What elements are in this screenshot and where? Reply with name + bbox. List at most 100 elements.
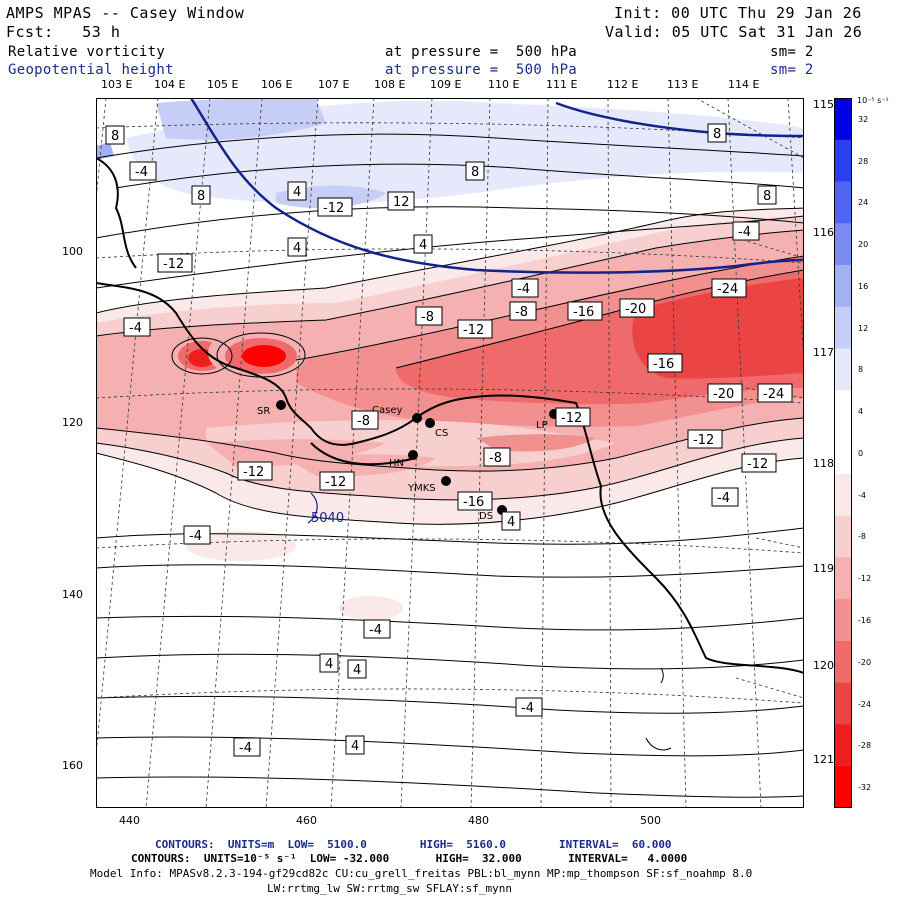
lon-label: 108 E (374, 78, 406, 91)
field2-name: Geopotential height (8, 62, 174, 78)
field2-smoothing: sm= 2 (770, 62, 814, 78)
colorbar-label: 32 (858, 114, 869, 124)
lon-label: 114 E (728, 78, 760, 91)
contour-label: -4 (129, 321, 142, 336)
lon-label: 107 E (318, 78, 350, 91)
negative-vorticity-area (206, 439, 386, 467)
lon-label: 113 E (667, 78, 699, 91)
contour-label-box (567, 301, 603, 321)
x-axis-label: 500 (640, 814, 661, 827)
contour-label: -16 (463, 495, 484, 510)
lon-label: 112 E (607, 78, 639, 91)
contour-label: 12 (393, 195, 410, 210)
coastline (96, 157, 137, 269)
colorbar-cell (834, 181, 852, 224)
contour-label: -12 (163, 257, 184, 272)
contour-label-box (509, 301, 537, 321)
contour-label-box (123, 317, 151, 337)
station-label: LP (536, 420, 548, 431)
init-time: Init: 00 UTC Thu 29 Jan 26 (614, 4, 862, 22)
y-axis-label: 160 (62, 759, 83, 772)
field1-smoothing: sm= 2 (770, 44, 814, 60)
coastline (96, 282, 804, 674)
lon-label: 110 E (488, 78, 520, 91)
contour-label-box (415, 306, 443, 326)
colorbar-cell (834, 640, 852, 684)
lon-label: 106 E (261, 78, 293, 91)
contour-label-box (237, 461, 273, 481)
y-axis-label: 100 (62, 245, 83, 258)
contour-label-box (351, 410, 379, 430)
negative-vorticity-area (286, 454, 436, 477)
colorbar-label: -12 (858, 574, 872, 584)
x-axis-label: 480 (468, 814, 489, 827)
contour-label-box (757, 185, 777, 205)
contour-label-box (457, 491, 493, 511)
contour-label: 4 (419, 238, 427, 253)
contour-label-box (319, 653, 339, 673)
colorbar-label: -32 (858, 783, 872, 792)
colorbar-label: 0 (858, 448, 864, 458)
contour-label: 8 (763, 189, 771, 204)
contour-label: -12 (693, 433, 714, 448)
station-label: SR (257, 406, 270, 417)
footer-height-contours: CONTOURS: UNITS=m LOW= 5100.0 HIGH= 5160… (155, 838, 672, 851)
contour-label-box (457, 319, 493, 339)
colorbar-label: 8 (858, 365, 864, 375)
contour-label-box (413, 234, 433, 254)
y-axis-label: 120 (62, 416, 83, 429)
footer-model-info-cont: LW:rrtmg_lw SW:rrtmg_sw SFLAY:sf_mynn (267, 882, 513, 895)
colorbar-cell (834, 557, 852, 600)
station-label: YMKS (407, 483, 436, 494)
contour-label-box (183, 525, 211, 545)
colorbar-label: 16 (858, 281, 869, 291)
station-marker-ymks (441, 476, 451, 486)
height-contour (307, 492, 318, 524)
contour-label: -4 (369, 623, 382, 638)
contour-label-box (363, 619, 391, 639)
contour-label: -8 (515, 305, 528, 320)
contour-label: -4 (521, 701, 534, 716)
colorbar-cell (834, 432, 852, 475)
colorbar-label: -8 (858, 532, 866, 542)
negative-vorticity-area (186, 531, 296, 561)
station-marker-cs (425, 418, 435, 428)
footer-model-info: Model Info: MPASv8.2.3-194-gf29cd82c CU:… (90, 867, 753, 880)
contour-label: -4 (517, 282, 530, 297)
vorticity-map: SR Casey CS LP HN YMKS DS 5040 8 -4 8 4 -12 8… (96, 98, 804, 808)
contour-label-box (105, 125, 125, 145)
colorbar-label: 12 (858, 323, 869, 333)
contour-label-box (319, 471, 355, 491)
contour-label-box (757, 383, 793, 403)
vorticity-core (242, 345, 286, 367)
colorbar-label: -16 (858, 615, 872, 625)
contour-label-box (707, 383, 743, 403)
contour-label: -24 (763, 387, 784, 402)
contour-label: -12 (323, 201, 344, 216)
colorbar-cell (834, 98, 852, 141)
colorbar-label: -4 (858, 490, 866, 500)
contour-label-box (317, 197, 353, 217)
contour-label-box (707, 123, 727, 143)
field1-name: Relative vorticity (8, 44, 166, 60)
contour-label-box (287, 181, 307, 201)
contour-label-box (501, 511, 521, 531)
contour-label-box (191, 185, 211, 205)
station-label: HN (389, 458, 404, 469)
contour-label: -4 (717, 491, 730, 506)
lon-label: 103 E (101, 78, 133, 91)
negative-vorticity-area (632, 278, 804, 379)
contour-label-box (711, 487, 739, 507)
contour-label: 4 (353, 663, 361, 678)
colorbar-cell (834, 223, 852, 266)
contour-label: -16 (573, 305, 594, 320)
height-contour (189, 98, 804, 274)
colorbar-cell (834, 724, 852, 767)
contour-label: -8 (489, 451, 502, 466)
contour-label: -4 (189, 529, 202, 544)
colorbar-label: -28 (858, 741, 872, 751)
contour-label-box (555, 407, 591, 427)
forecast-hour: Fcst: 53 h (6, 23, 121, 41)
contour-label: -24 (717, 282, 738, 297)
contour-label: -12 (561, 411, 582, 426)
